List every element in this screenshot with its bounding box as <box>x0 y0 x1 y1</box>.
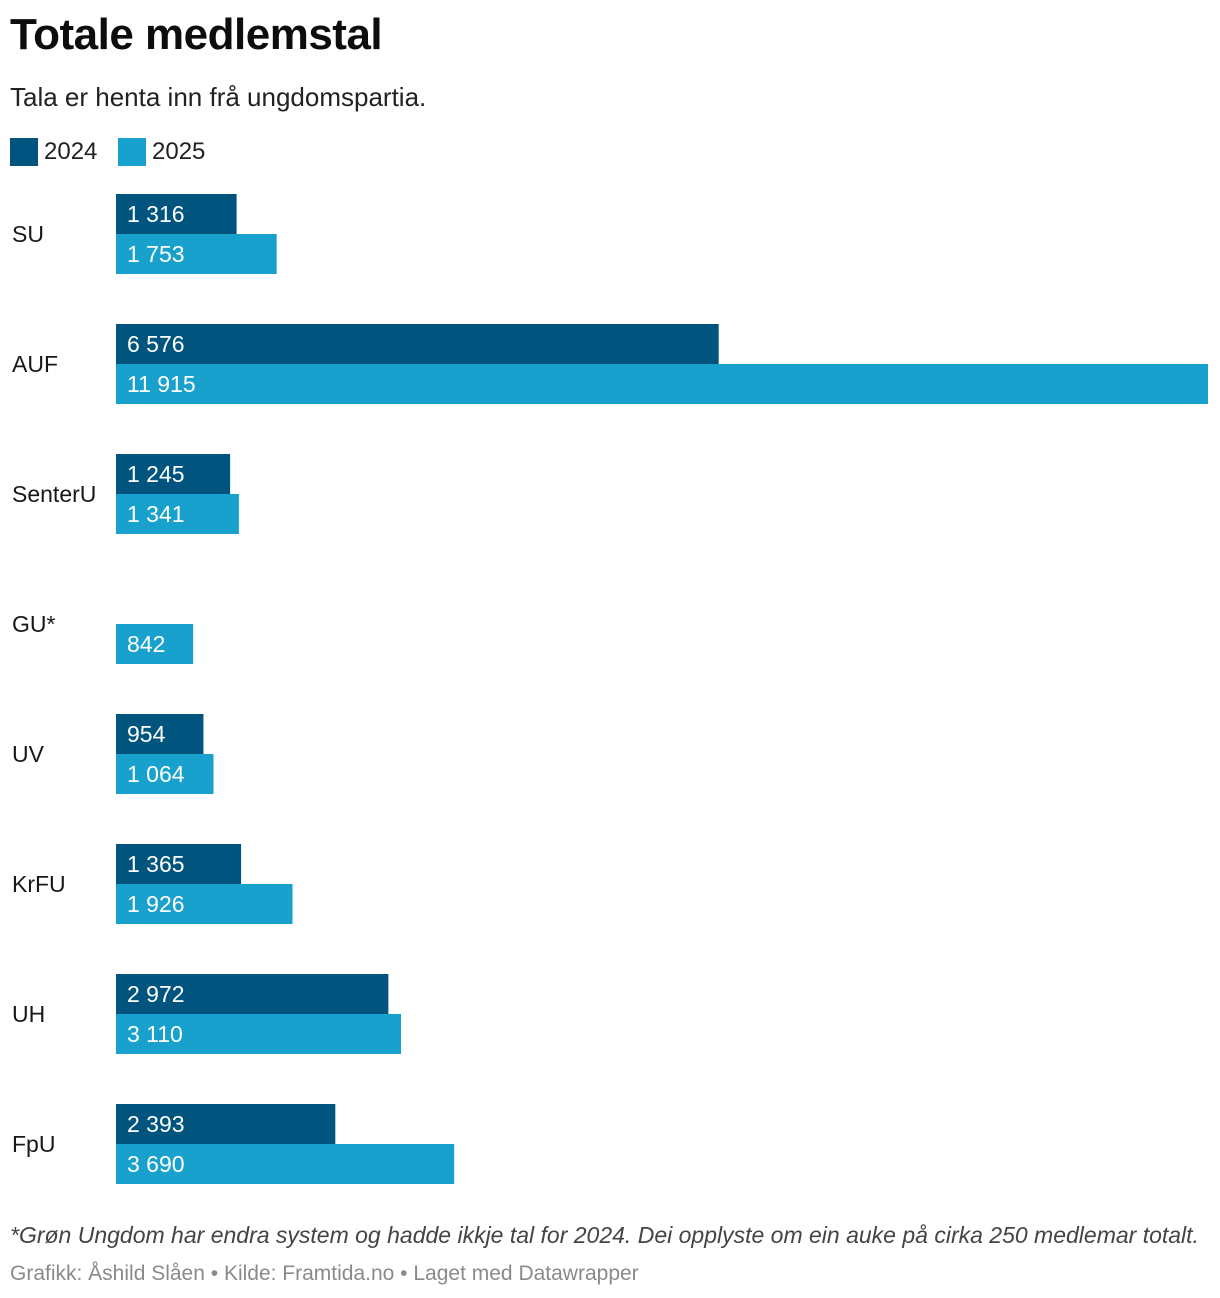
bar-value-label: 6 576 <box>127 331 185 357</box>
category-label: KrFU <box>12 871 66 897</box>
bar-2024-AUF <box>116 324 719 364</box>
bar-value-label: 1 926 <box>127 891 185 917</box>
credit-line: Grafikk: Åshild Slåen • Kilde: Framtida.… <box>10 1262 639 1285</box>
bar-2024-KrFU <box>116 844 242 884</box>
category-label: UV <box>12 741 45 767</box>
bar-2025-AUF <box>116 364 1208 404</box>
bar-value-label: 2 393 <box>127 1111 185 1137</box>
bar-value-label: 3 690 <box>127 1151 185 1177</box>
bar-2024-FpU <box>116 1104 336 1144</box>
legend-label-2024: 2024 <box>44 138 98 165</box>
footnote: *Grøn Ungdom har endra system og hadde i… <box>10 1222 1199 1248</box>
category-label: FpU <box>12 1131 55 1157</box>
bar-value-label: 1 245 <box>127 461 185 487</box>
bar-2025-UV <box>116 754 214 794</box>
chart-subtitle: Tala er henta inn frå ungdomspartia. <box>10 82 427 112</box>
bar-2025-KrFU <box>116 884 293 924</box>
bar-2025-UH <box>116 1014 402 1054</box>
category-label: SU <box>12 221 44 247</box>
bar-2025-SU <box>116 234 277 274</box>
bar-value-label: 1 365 <box>127 851 185 877</box>
legend-item-2025: 2025 <box>118 137 205 167</box>
category-label: AUF <box>12 351 58 377</box>
bar-2024-SenterU <box>116 454 231 494</box>
bar-value-label: 1 753 <box>127 241 185 267</box>
chart-title: Totale medlemstal <box>10 10 383 59</box>
bar-value-label: 3 110 <box>127 1021 183 1047</box>
bar-value-label: 1 341 <box>127 501 185 527</box>
category-label: SenterU <box>12 481 96 507</box>
legend-label-2025: 2025 <box>152 138 206 165</box>
legend-item-2024: 2024 <box>10 137 97 167</box>
bar-2025-FpU <box>116 1144 455 1184</box>
bar-2025-GU <box>116 624 194 664</box>
bar-value-label: 1 064 <box>127 761 185 787</box>
bar-2024-SU <box>116 194 237 234</box>
category-label: GU* <box>12 611 56 637</box>
bar-value-label: 2 972 <box>127 981 185 1007</box>
bar-value-label: 1 316 <box>127 201 185 227</box>
legend-swatch-2025 <box>118 138 146 166</box>
bar-value-label: 842 <box>127 631 165 657</box>
bar-2024-UV <box>116 714 204 754</box>
bar-2025-SenterU <box>116 494 239 534</box>
bar-value-label: 11 915 <box>127 371 196 397</box>
category-label: UH <box>12 1001 45 1027</box>
bar-value-label: 954 <box>127 721 166 747</box>
legend-swatch-2024 <box>10 138 38 166</box>
bar-2024-UH <box>116 974 389 1014</box>
